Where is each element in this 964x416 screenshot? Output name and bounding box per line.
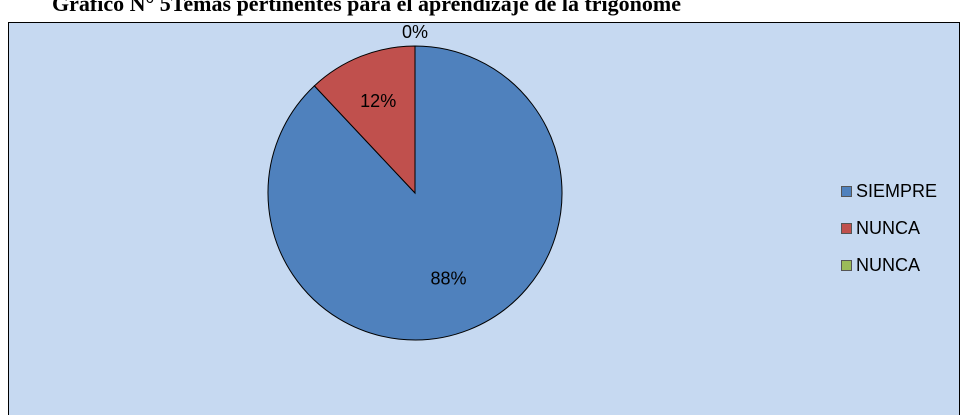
data-label-2: 12% xyxy=(360,91,396,111)
legend-label: NUNCA xyxy=(856,217,921,238)
legend-label: SIEMPRE xyxy=(856,180,938,201)
legend-item-siempre: SIEMPRE xyxy=(841,181,937,201)
legend-item-nunca: NUNCA xyxy=(841,218,937,238)
data-label-1: 88% xyxy=(431,269,467,289)
data-label-3: 0% xyxy=(402,23,428,42)
legend: SIEMPRE NUNCA NUNCA xyxy=(841,181,937,292)
legend-item-nunca-2: NUNCA xyxy=(841,255,937,275)
pie-chart: 88% 12% 0% xyxy=(267,23,563,341)
chart-title: Gráfico N° 5Temas pertinentes para el ap… xyxy=(52,0,681,16)
legend-swatch xyxy=(841,185,852,197)
legend-swatch xyxy=(841,259,852,271)
legend-label: NUNCA xyxy=(856,254,921,275)
legend-swatch xyxy=(841,222,852,234)
chart-area: 88% 12% 0% SIEMPRE NUNCA NUNCA xyxy=(8,22,960,415)
pie-slice-nunca xyxy=(313,45,416,195)
